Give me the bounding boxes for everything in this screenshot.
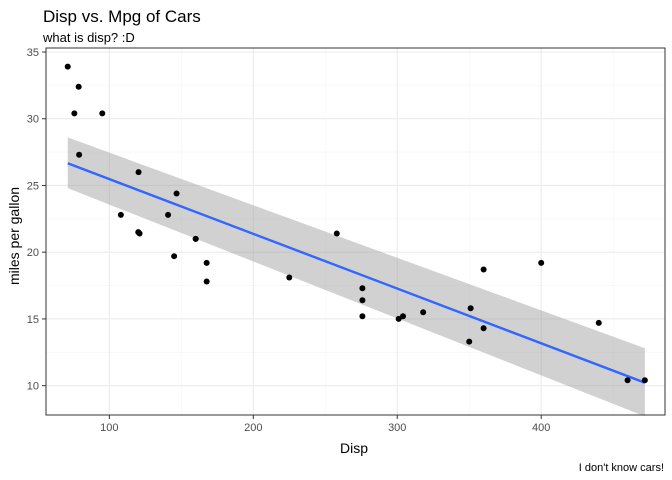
y-tick-label: 30	[27, 114, 39, 126]
trend-line-layer	[67, 162, 646, 384]
y-axis-title: miles per gallon	[6, 187, 22, 285]
data-point	[76, 151, 83, 158]
x-tick-label: 200	[244, 422, 262, 434]
data-point	[136, 230, 143, 237]
data-point	[203, 278, 210, 285]
y-axis-ticks: 10 15 20 25 30 35	[27, 47, 46, 393]
x-tick-label: 400	[532, 422, 550, 434]
y-tick-label: 10	[27, 381, 39, 393]
panel-background	[46, 48, 665, 415]
data-point	[333, 230, 340, 237]
minor-gridlines	[46, 48, 665, 415]
data-point	[359, 313, 366, 320]
data-point	[75, 83, 82, 90]
data-point	[624, 377, 631, 384]
x-tick-label: 300	[388, 422, 406, 434]
trend-line	[67, 162, 646, 384]
data-point	[117, 211, 124, 218]
data-point	[135, 169, 142, 176]
x-axis-title: Disp	[340, 440, 368, 456]
y-tick-label: 20	[27, 247, 39, 259]
data-point	[359, 297, 366, 304]
y-tick-label: 15	[27, 314, 39, 326]
data-point	[99, 110, 106, 117]
data-point	[165, 211, 172, 218]
x-axis-ticks: 100 200 300 400	[100, 415, 550, 434]
data-point	[595, 319, 602, 326]
data-point	[171, 253, 178, 260]
data-point	[538, 259, 545, 266]
data-point	[420, 309, 427, 316]
data-point	[286, 274, 293, 281]
data-point	[203, 259, 210, 266]
data-point	[71, 110, 78, 117]
data-point	[641, 377, 648, 384]
data-point	[400, 313, 407, 320]
data-point	[359, 285, 366, 292]
y-tick-label: 25	[27, 180, 39, 192]
chart-subtitle: what is disp? :D	[42, 30, 135, 45]
data-points	[64, 63, 648, 384]
x-tick-label: 100	[100, 422, 118, 434]
data-point	[466, 338, 473, 345]
data-point	[64, 63, 71, 70]
confidence-band	[67, 137, 645, 417]
y-tick-label: 35	[27, 47, 39, 59]
data-point	[395, 315, 402, 322]
panel-border	[45, 47, 666, 416]
major-gridlines	[46, 48, 665, 415]
confidence-band-layer	[67, 137, 645, 417]
chart-title: Disp vs. Mpg of Cars	[43, 7, 201, 26]
data-point	[480, 325, 487, 332]
data-point	[173, 190, 180, 197]
data-point	[192, 235, 199, 242]
chart-caption: I don't know cars!	[579, 462, 664, 474]
data-point	[467, 305, 474, 312]
data-point	[480, 266, 487, 273]
